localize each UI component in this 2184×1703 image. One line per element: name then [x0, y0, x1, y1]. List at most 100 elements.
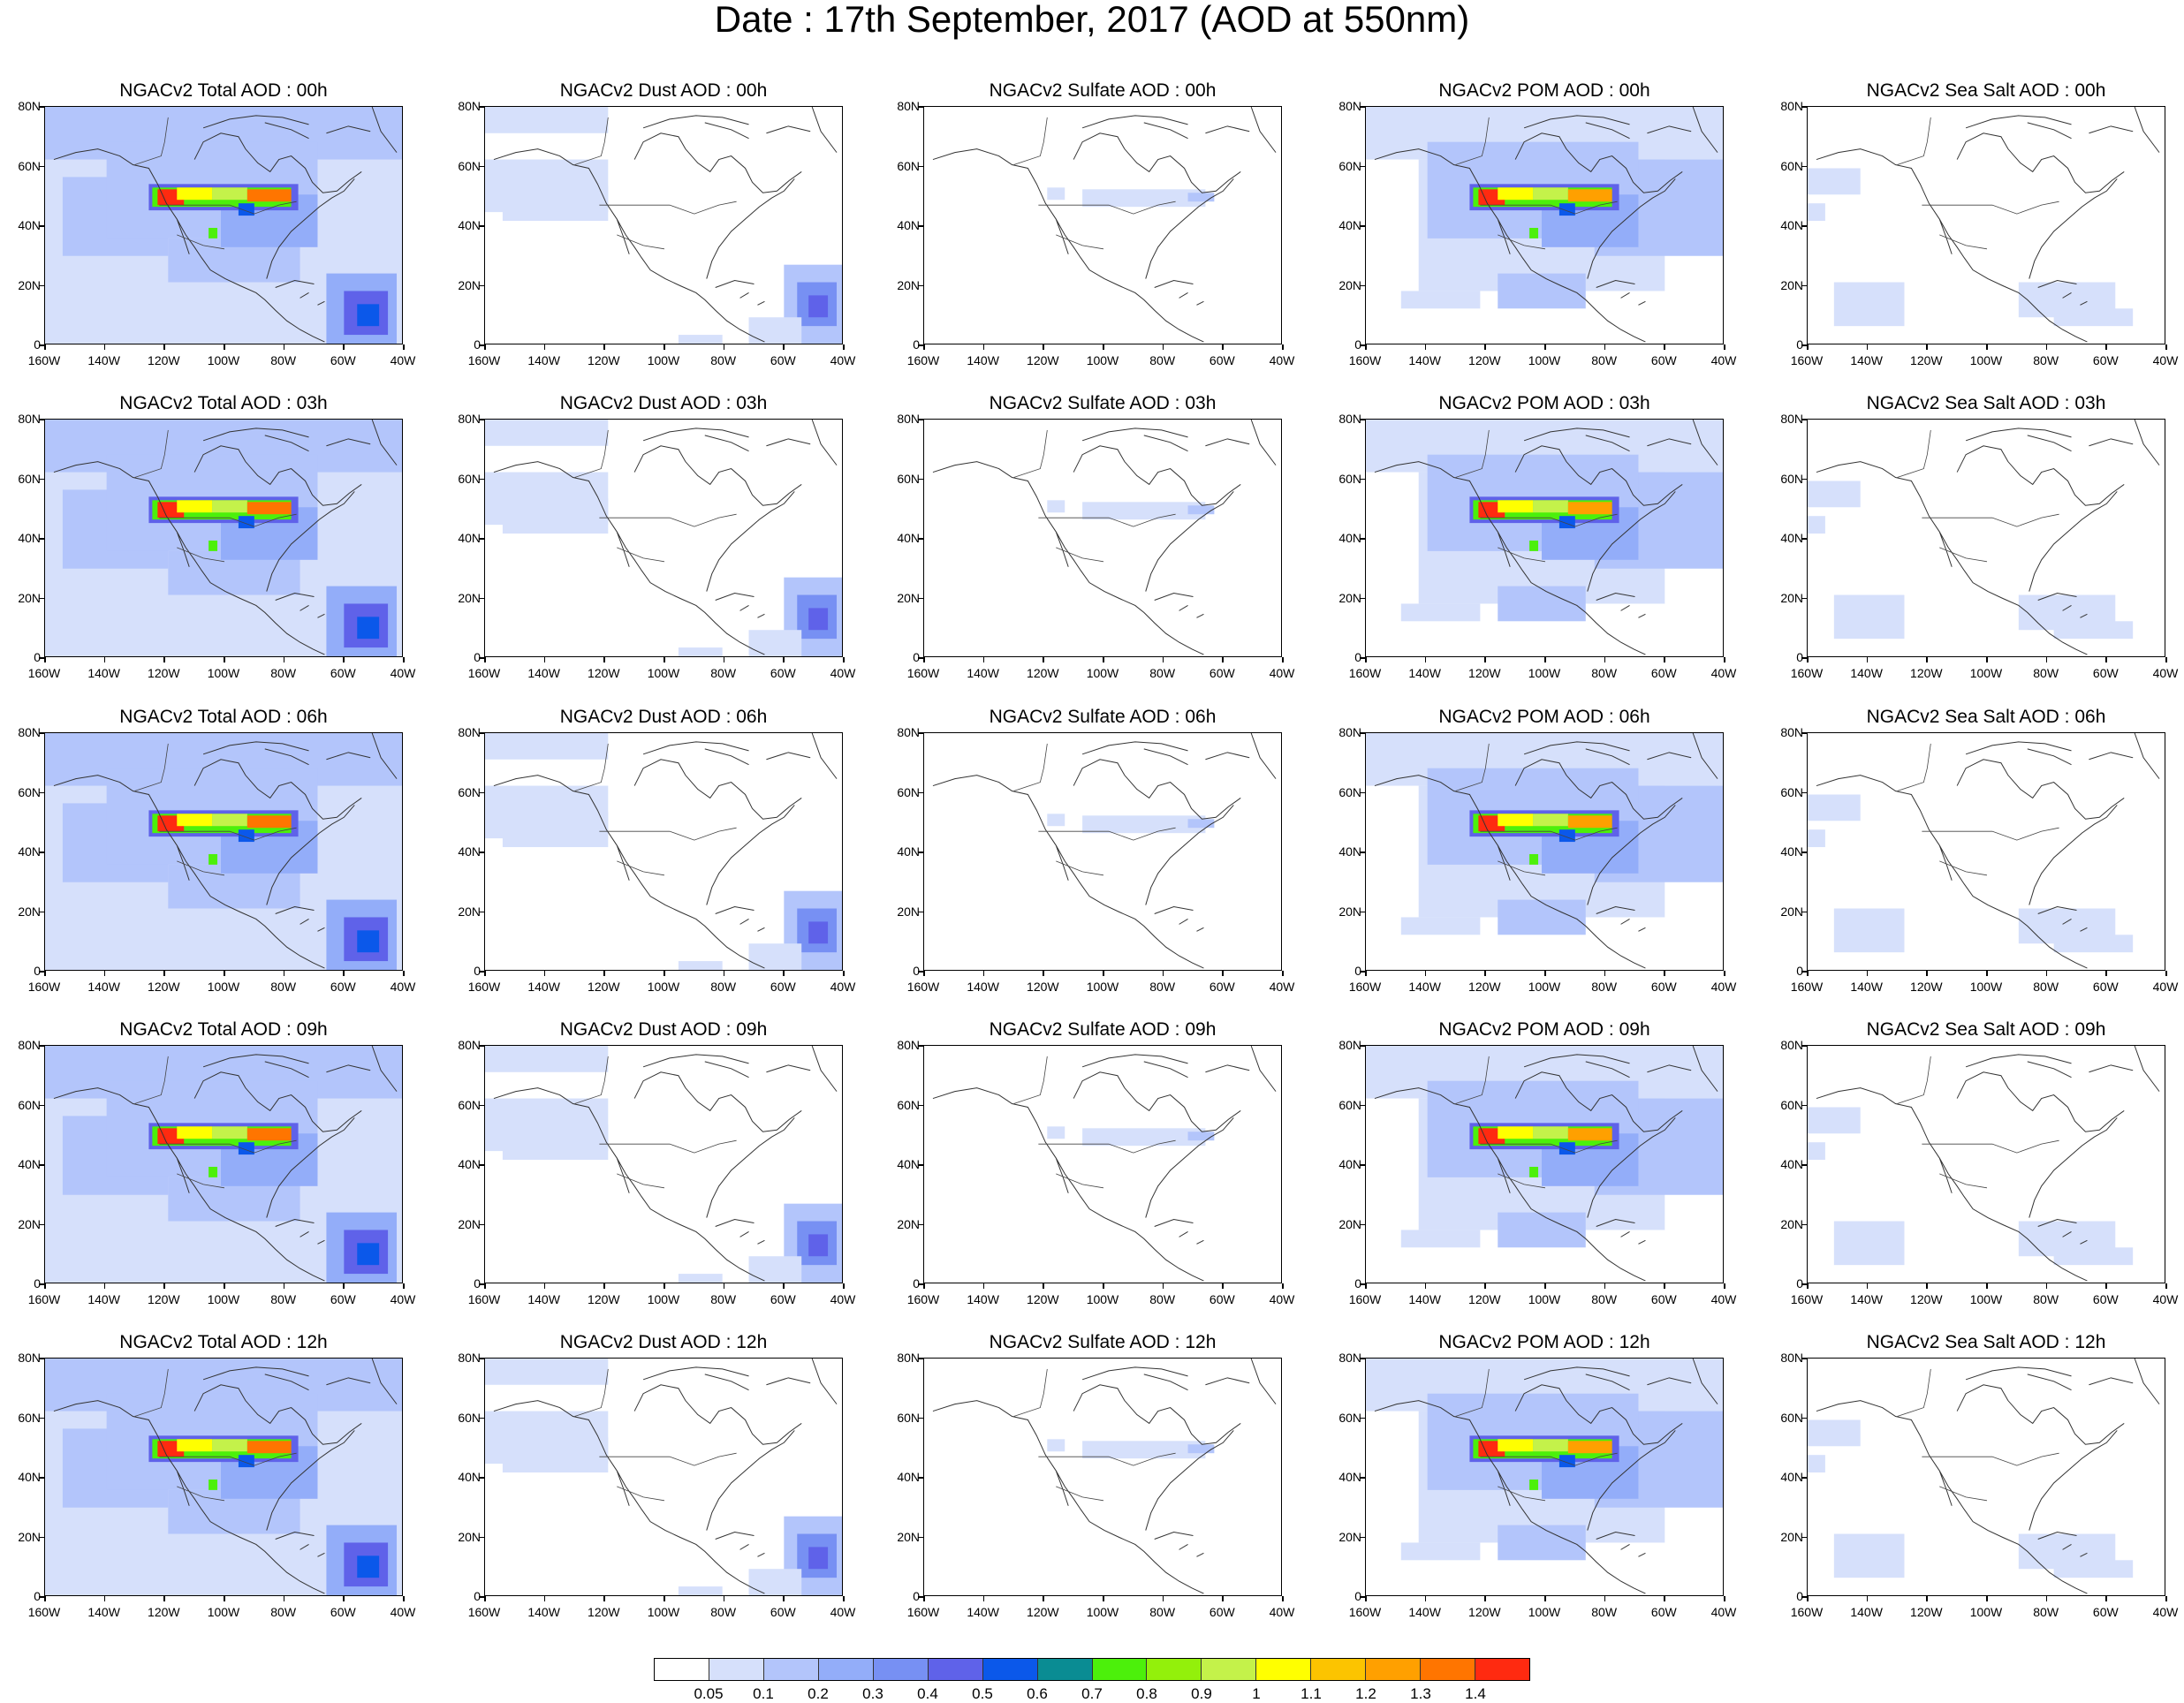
lat-label: 80N	[458, 99, 481, 113]
colorbar-swatch	[1366, 1659, 1422, 1680]
panel-title: NGACv2 POM AOD : 12h	[1438, 1332, 1650, 1352]
panel-title: NGACv2 POM AOD : 06h	[1438, 707, 1650, 727]
country-border	[1455, 743, 1618, 876]
lat-label: 0	[474, 337, 481, 352]
lat-label: 0	[1354, 650, 1361, 664]
lon-label: 100W	[1969, 980, 2003, 994]
coastline	[1374, 107, 1718, 343]
aod-patch	[177, 187, 213, 201]
lon-tick	[1926, 971, 1928, 976]
lat-tick	[479, 284, 484, 286]
lon-label: 80W	[1591, 980, 1618, 994]
lon-label: 100W	[1528, 1292, 1561, 1306]
panel-title: NGACv2 Dust AOD : 09h	[559, 1019, 768, 1040]
map-frame	[44, 732, 403, 971]
aod-patch	[1187, 193, 1215, 202]
lat-label: 60N	[897, 158, 920, 173]
lon-tick	[603, 1596, 605, 1601]
aod-field	[45, 1359, 402, 1595]
lon-tick	[224, 657, 225, 662]
lon-label: 160W	[1790, 980, 1824, 994]
lon-label: 120W	[1468, 666, 1501, 680]
lat-label: 20N	[897, 277, 920, 292]
aod-patch	[485, 107, 609, 133]
colorbar-swatch	[1311, 1659, 1367, 1680]
lat-tick	[39, 791, 44, 793]
lon-tick	[2045, 971, 2048, 976]
lon-tick	[1544, 344, 1546, 350]
lat-tick	[918, 852, 923, 853]
lon-label: 60W	[1209, 353, 1235, 367]
aod-patch	[808, 1547, 829, 1570]
lat-tick	[918, 1477, 923, 1479]
lon-tick	[2105, 971, 2107, 976]
colorbar-swatch	[818, 1659, 874, 1680]
lon-tick	[1544, 1596, 1546, 1601]
aod-patch	[246, 815, 292, 829]
lat-tick	[1801, 1164, 1807, 1166]
lon-tick	[1103, 1596, 1104, 1601]
lon-label: 80W	[2033, 353, 2059, 367]
lon-label: 160W	[467, 1605, 501, 1619]
lon-tick	[1103, 657, 1104, 662]
aod-field	[45, 1046, 402, 1283]
lon-label: 160W	[467, 666, 501, 680]
lon-tick	[1424, 657, 1427, 662]
lat-label: 0	[1354, 964, 1361, 978]
aod-patch	[1498, 273, 1586, 309]
lat-tick	[918, 284, 923, 286]
map-frame	[1365, 1045, 1724, 1283]
lon-label: 80W	[2033, 980, 2059, 994]
lon-tick	[1544, 1283, 1546, 1289]
lat-label: 20N	[458, 277, 481, 292]
coastline	[53, 733, 398, 969]
colorbar-label: 0.8	[1136, 1685, 1157, 1702]
lat-label: 0	[1796, 1276, 1803, 1290]
aod-patch	[1400, 603, 1481, 622]
lon-tick	[923, 1596, 925, 1601]
map-panel-dust-0: NGACv2 Dust AOD : 00h 80N 60N 40N 20N 0 160W 14…	[440, 79, 855, 371]
aod-field	[932, 733, 1277, 969]
map-panel-seasalt-4: NGACv2 Sea Salt AOD : 12h 80N 60N 40N 20N 0 16…	[1763, 1331, 2178, 1623]
lon-label: 160W	[1348, 980, 1382, 994]
lat-label: 20N	[1780, 277, 1803, 292]
map-panel-sulfate-1: NGACv2 Sulfate AOD : 03h 80N 60N 40N 20N 0 160…	[879, 392, 1294, 684]
lon-label: 60W	[1650, 1605, 1677, 1619]
lon-tick	[1866, 971, 1869, 976]
lon-label: 140W	[1408, 353, 1441, 367]
lat-label: 0	[474, 964, 481, 978]
lon-tick	[2165, 971, 2167, 976]
lon-label: 140W	[527, 353, 560, 367]
lat-tick	[1360, 419, 1365, 420]
map-panel-total-1: NGACv2 Total AOD : 03h 80N 60N 40N 20N 0 160W 1…	[0, 392, 415, 684]
aod-patch	[2053, 1560, 2134, 1578]
aod-patch	[485, 1046, 609, 1072]
aod-patch	[246, 1441, 292, 1454]
colorbar-label: 1.1	[1301, 1685, 1322, 1702]
coastline	[53, 107, 398, 343]
map-panel-sulfate-3: NGACv2 Sulfate AOD : 09h 80N 60N 40N 20N 0 160…	[879, 1018, 1294, 1310]
aod-patch	[1529, 853, 1539, 865]
lon-label: 100W	[1086, 353, 1119, 367]
lat-label: 20N	[458, 904, 481, 919]
lon-label: 60W	[1650, 1292, 1677, 1306]
lon-tick	[723, 1596, 725, 1601]
lon-label: 100W	[1969, 353, 2003, 367]
lat-label: 0	[34, 1589, 41, 1603]
aod-field	[485, 733, 842, 970]
lat-label: 0	[1796, 337, 1803, 352]
lon-tick	[1043, 1596, 1044, 1601]
aod-patch	[1833, 282, 1905, 327]
lat-tick	[1801, 538, 1807, 540]
lat-tick	[1360, 1223, 1365, 1225]
lat-label: 40N	[897, 1157, 920, 1171]
lat-tick	[1801, 1045, 1807, 1047]
lon-tick	[783, 1596, 785, 1601]
lat-tick	[1801, 597, 1807, 599]
lon-label: 40W	[1710, 1292, 1737, 1306]
lat-tick	[1801, 1358, 1807, 1359]
lon-tick	[2045, 657, 2048, 662]
lat-label: 60N	[897, 1097, 920, 1112]
lat-tick	[39, 1417, 44, 1419]
lat-label: 20N	[897, 1529, 920, 1544]
